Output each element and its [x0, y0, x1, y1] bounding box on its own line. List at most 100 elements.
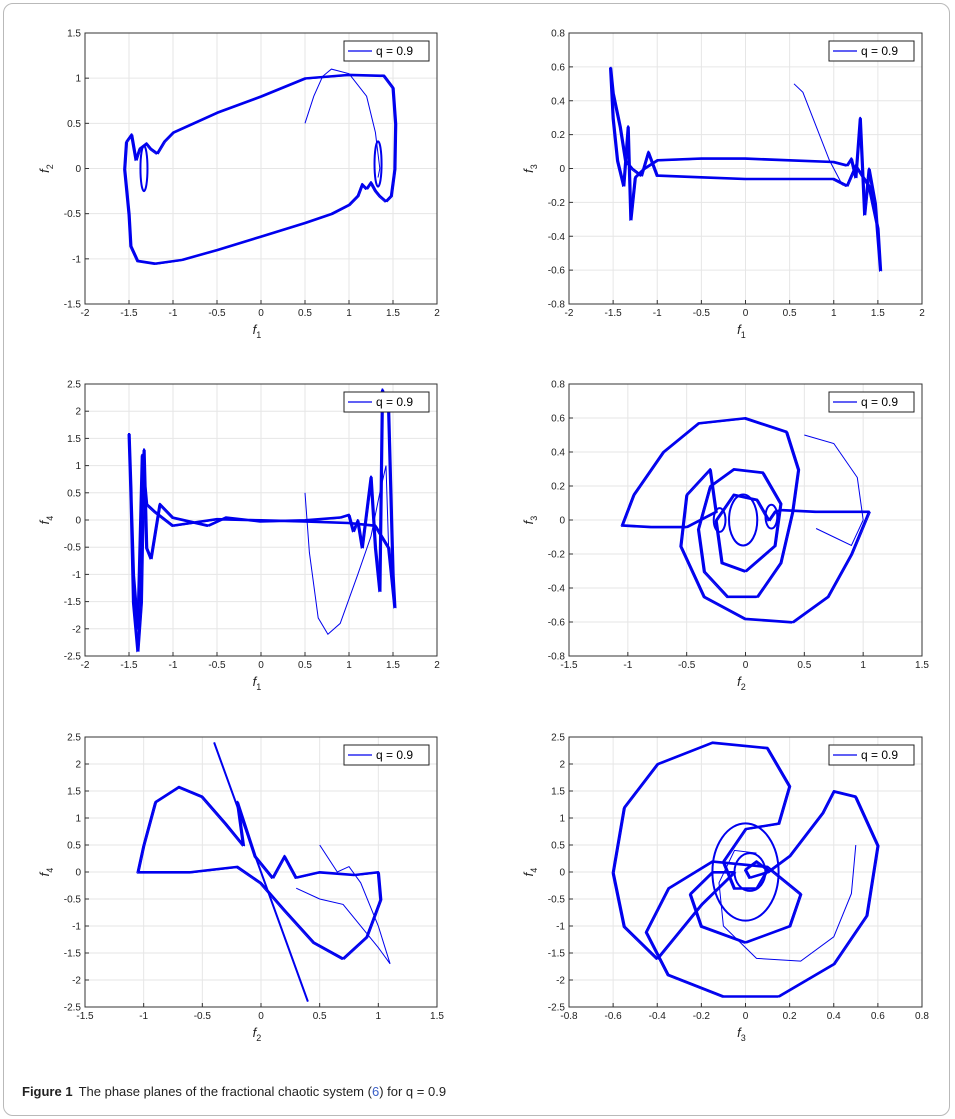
y-tick-label: 0.5 [67, 119, 81, 130]
phase-plot-2: -2 -1.5 -1 -0.5 0 0.5 1 1.5 2 -0.8 -0.6 -0.4 -0.2 0 0.… [521, 29, 925, 341]
y-tick-label: -1 [556, 922, 565, 933]
x-tick-label: -1.5 [120, 308, 138, 319]
legend-box [828, 40, 915, 62]
y-tick-label: -1 [72, 922, 81, 933]
legend-label: q = 0.9 [376, 748, 413, 762]
x-tick-label: -0.8 [560, 1011, 578, 1022]
y-tick-label: 0.6 [551, 414, 565, 425]
y-tick-label: -1.5 [64, 597, 82, 608]
y-tick-label: 0 [75, 164, 81, 175]
y-tick-label: -0.5 [64, 543, 82, 554]
y-tick-label: 0.4 [551, 96, 565, 107]
y-tick-label: 2 [75, 407, 81, 418]
x-tick-label: -0.5 [678, 660, 696, 671]
equation-reference-link[interactable]: 6 [371, 1084, 380, 1099]
x-tick-label: 2 [919, 308, 925, 319]
y-tick-label: 1 [75, 814, 81, 825]
x-tick-label: -1 [169, 308, 178, 319]
figure-label: Figure 1 [22, 1084, 73, 1099]
caption-text-after: ) for q = 0.9 [379, 1084, 447, 1099]
legend: q = 0.9 [828, 40, 915, 62]
phase-plot-5: -1.5 -1 -0.5 0 0.5 1 1.5 -2.5 -2 -1.5 -1 -0.5 0 0.5 1 1… [37, 733, 444, 1044]
y-tick-label: 0.5 [67, 488, 81, 499]
y-tick-label: 0 [559, 516, 565, 527]
attractor-line [609, 67, 880, 272]
x-tick-label: -1.5 [120, 660, 138, 671]
x-tick-label: -0.2 [693, 1011, 711, 1022]
y-tick-label: 0.2 [551, 130, 565, 141]
loop-orbit [764, 503, 779, 530]
y-tick-label: -2.5 [64, 652, 82, 663]
y-tick-label: 0.5 [551, 841, 565, 852]
x-tick-label: -1.5 [560, 660, 578, 671]
y-tick-label: -0.8 [548, 652, 566, 663]
y-tick-label: 0.2 [551, 482, 565, 493]
y-axis-label-subscript: 2 [45, 164, 55, 169]
y-tick-label: 1 [75, 74, 81, 85]
axes-box [84, 736, 438, 1008]
y-tick-label: -2 [72, 624, 81, 635]
y-tick-label: -1 [72, 570, 81, 581]
y-tick-label: -1.5 [64, 300, 82, 311]
legend-label: q = 0.9 [861, 395, 898, 409]
loop-orbit [733, 852, 767, 892]
legend-box [828, 391, 915, 413]
x-tick-label: -2 [81, 660, 90, 671]
legend: q = 0.9 [343, 744, 430, 766]
y-tick-label: 1.5 [551, 787, 565, 798]
y-axis-label-subscript: 4 [45, 868, 55, 873]
y-tick-label: 0.8 [551, 29, 565, 40]
y-tick-label: 2 [75, 760, 81, 771]
x-tick-label: -0.5 [194, 1011, 212, 1022]
caption-text-before: The phase planes of the fractional chaot… [78, 1084, 372, 1099]
transient-line [295, 844, 391, 965]
legend-box [343, 391, 430, 413]
attractor-line [136, 787, 381, 960]
attractor-line [127, 390, 395, 653]
x-axis-label: f1 [737, 322, 746, 340]
phase-plot-6: -0.8 -0.6 -0.4 -0.2 0 0.2 0.4 0.6 0.8 -2.5 -2 -1.5 -… [521, 733, 929, 1044]
y-axis-label-subscript: 3 [529, 164, 539, 169]
y-tick-label: 0 [559, 164, 565, 175]
legend-box [343, 744, 430, 766]
attractor-line [622, 418, 871, 624]
y-tick-label: 0.6 [551, 62, 565, 73]
y-axis-label: f3 [521, 164, 539, 173]
loop-orbit [728, 493, 759, 547]
x-tick-label: 0.5 [298, 308, 312, 319]
attractor-line [611, 67, 883, 272]
y-tick-label: 2 [559, 760, 565, 771]
x-tick-label: 0.2 [783, 1011, 797, 1022]
x-tick-label: 1 [346, 308, 352, 319]
y-tick-label: -0.6 [548, 618, 566, 629]
y-tick-label: -1 [72, 254, 81, 265]
y-tick-label: 0 [75, 516, 81, 527]
x-tick-label: 1.5 [386, 308, 400, 319]
series-group [123, 68, 398, 265]
y-tick-label: -2 [556, 976, 565, 987]
x-tick-label: 1 [831, 308, 837, 319]
x-tick-label: -0.4 [649, 1011, 667, 1022]
series-group [127, 388, 397, 653]
x-tick-label: 0.6 [871, 1011, 885, 1022]
y-tick-label: -0.5 [64, 209, 82, 220]
axes-box [84, 383, 438, 657]
y-axis-label-subscript: 4 [45, 516, 55, 521]
x-tick-label: 2 [434, 660, 440, 671]
axes-box [568, 383, 923, 657]
x-axis-label-subscript: 1 [256, 682, 261, 692]
y-tick-label: 0 [75, 868, 81, 879]
x-tick-label: 0.5 [797, 660, 811, 671]
transient-line [304, 68, 381, 178]
transient-line [304, 465, 390, 635]
y-axis-label: f3 [521, 516, 539, 525]
legend-label: q = 0.9 [861, 748, 898, 762]
series-group [136, 742, 391, 1002]
x-tick-label: 0 [743, 308, 749, 319]
axes-box [568, 32, 923, 305]
x-tick-label: 1 [346, 660, 352, 671]
attractor-line [123, 75, 396, 265]
legend-box [828, 744, 915, 766]
x-tick-label: 2 [434, 308, 440, 319]
loop-orbit [711, 822, 780, 922]
